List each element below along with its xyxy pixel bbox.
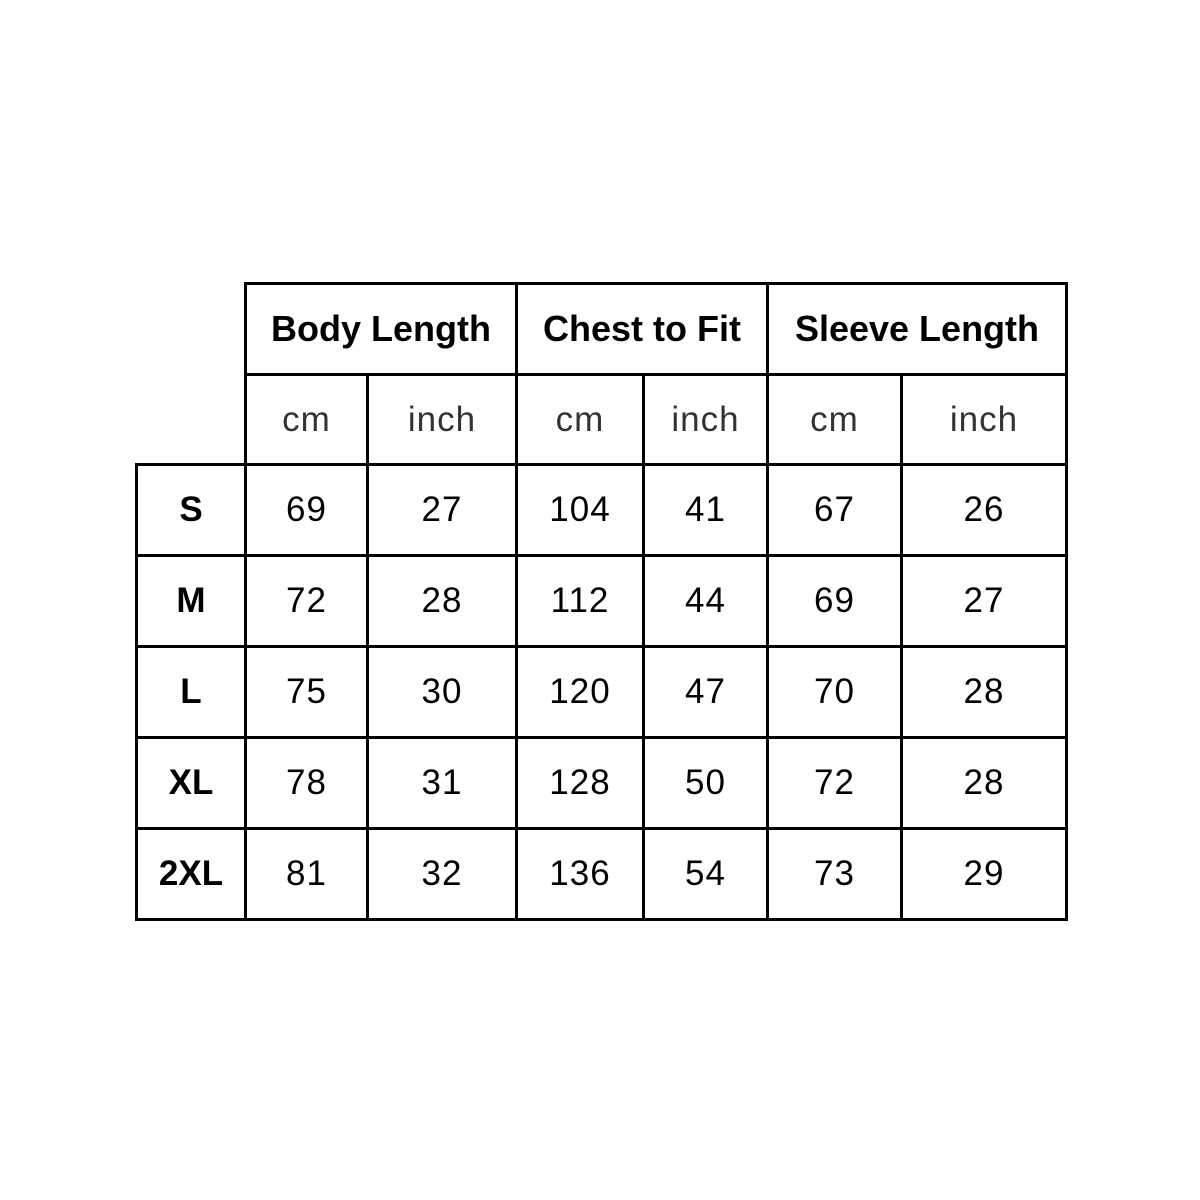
unit-label: inch [366, 373, 518, 466]
measurement-cell: 27 [900, 554, 1068, 648]
unit-label: cm [515, 373, 645, 466]
unit-label: cm [766, 373, 903, 466]
measurement-cell: 30 [366, 645, 518, 739]
measurement-cell: 78 [244, 736, 369, 830]
size-label: XL [135, 736, 247, 830]
measurement-cell: 75 [244, 645, 369, 739]
measurement-cell: 73 [766, 827, 903, 921]
header-chest-to-fit: Chest to Fit [515, 282, 769, 376]
measurement-cell: 81 [244, 827, 369, 921]
measurement-cell: 50 [642, 736, 769, 830]
measurement-cell: 67 [766, 463, 903, 557]
measurement-cell: 69 [244, 463, 369, 557]
empty-corner [137, 284, 246, 465]
measurement-cell: 27 [366, 463, 518, 557]
measurement-cell: 44 [642, 554, 769, 648]
size-label: 2XL [135, 827, 247, 921]
unit-label: cm [244, 373, 369, 466]
measurement-cell: 72 [244, 554, 369, 648]
measurement-cell: 31 [366, 736, 518, 830]
measurement-cell: 104 [515, 463, 645, 557]
table-row: XL 78 31 128 50 72 28 [135, 736, 1068, 830]
size-label: S [135, 463, 247, 557]
measurement-cell: 32 [366, 827, 518, 921]
measurement-cell: 47 [642, 645, 769, 739]
unit-header-row: cm inch cm inch cm inch [137, 373, 1068, 466]
measurement-cell: 72 [766, 736, 903, 830]
measurement-cell: 29 [900, 827, 1068, 921]
measurement-cell: 41 [642, 463, 769, 557]
size-chart-table: Body Length Chest to Fit Sleeve Length c… [135, 282, 1068, 921]
size-label: L [135, 645, 247, 739]
measurement-cell: 28 [366, 554, 518, 648]
measurement-cell: 120 [515, 645, 645, 739]
measurement-cell: 69 [766, 554, 903, 648]
measurement-cell: 70 [766, 645, 903, 739]
table-row: M 72 28 112 44 69 27 [135, 554, 1068, 648]
measurement-cell: 28 [900, 736, 1068, 830]
table-row: L 75 30 120 47 70 28 [135, 645, 1068, 739]
group-header-row: Body Length Chest to Fit Sleeve Length [137, 282, 1068, 376]
measurement-cell: 26 [900, 463, 1068, 557]
measurement-cell: 128 [515, 736, 645, 830]
measurement-cell: 54 [642, 827, 769, 921]
header-sleeve-length: Sleeve Length [766, 282, 1068, 376]
size-label: M [135, 554, 247, 648]
unit-label: inch [900, 373, 1068, 466]
measurement-cell: 136 [515, 827, 645, 921]
measurement-cell: 28 [900, 645, 1068, 739]
unit-label: inch [642, 373, 769, 466]
table-row: 2XL 81 32 136 54 73 29 [135, 827, 1068, 921]
header-body-length: Body Length [244, 282, 518, 376]
measurement-cell: 112 [515, 554, 645, 648]
table-row: S 69 27 104 41 67 26 [135, 463, 1068, 557]
